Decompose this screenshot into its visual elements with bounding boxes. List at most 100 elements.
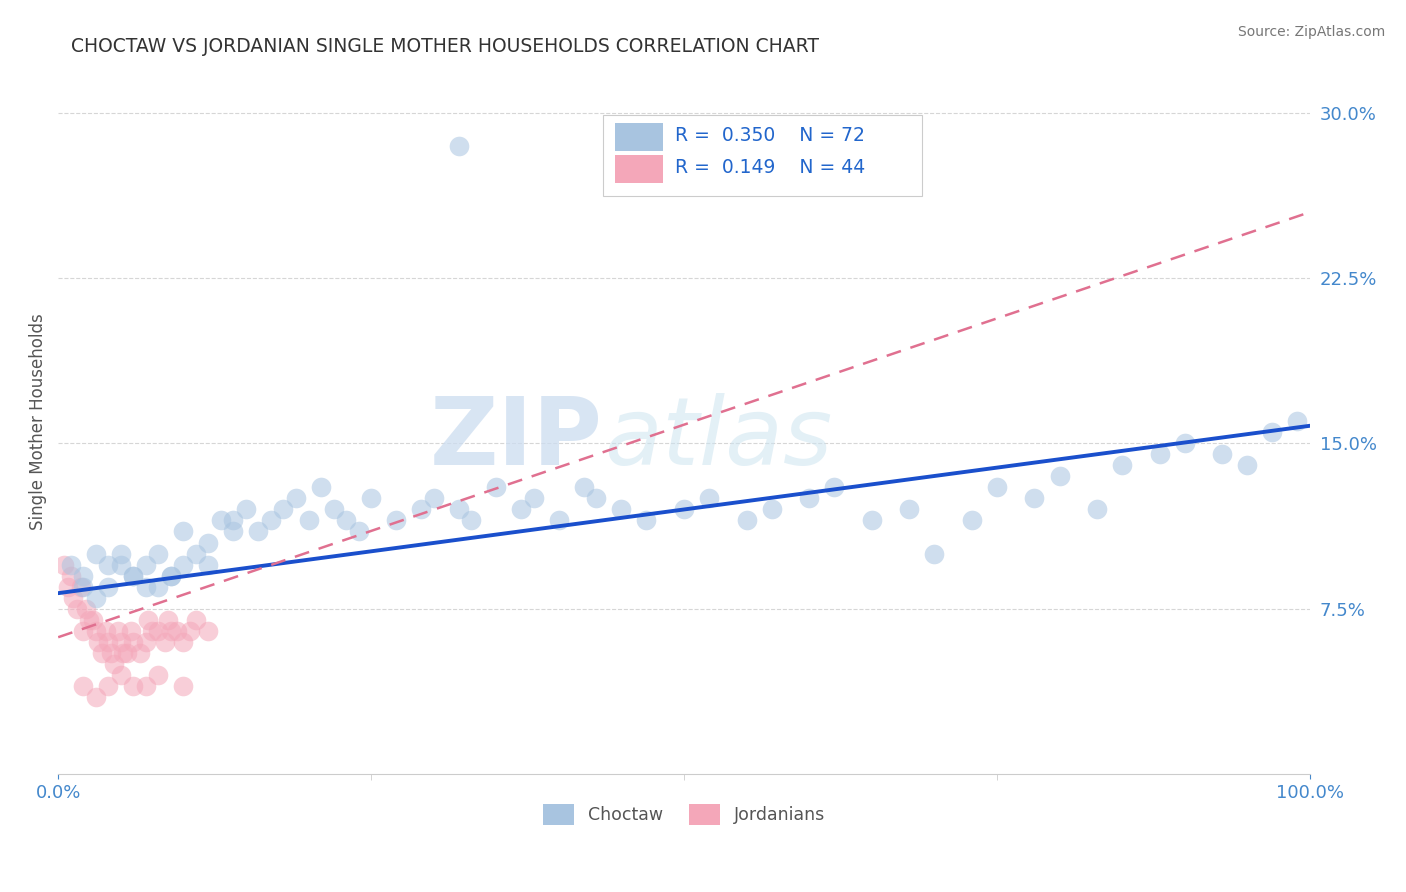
Point <box>1236 458 1258 473</box>
Point <box>172 634 194 648</box>
Point <box>97 634 120 648</box>
Point <box>91 646 114 660</box>
Point <box>636 514 658 528</box>
Point <box>84 547 107 561</box>
Point <box>197 535 219 549</box>
Point <box>585 491 607 506</box>
Point <box>485 480 508 494</box>
Point <box>100 646 122 660</box>
Point <box>159 568 181 582</box>
Point <box>1149 447 1171 461</box>
Point <box>135 679 157 693</box>
Point <box>72 580 94 594</box>
Point <box>960 514 983 528</box>
Point <box>103 657 125 671</box>
Point <box>697 491 720 506</box>
Point <box>924 547 946 561</box>
Point <box>172 524 194 539</box>
Point <box>115 646 138 660</box>
Point <box>197 624 219 638</box>
Point <box>1085 502 1108 516</box>
Point <box>157 613 180 627</box>
Point <box>385 514 408 528</box>
Point <box>347 524 370 539</box>
Text: ZIP: ZIP <box>430 393 603 485</box>
Point <box>672 502 695 516</box>
Point <box>82 613 104 627</box>
Point <box>56 580 79 594</box>
Point <box>610 502 633 516</box>
Point <box>460 514 482 528</box>
Point <box>84 624 107 638</box>
Point <box>222 514 245 528</box>
Point <box>107 624 129 638</box>
Point <box>135 558 157 572</box>
Point <box>197 558 219 572</box>
Point <box>72 624 94 638</box>
Point <box>112 646 135 660</box>
Point <box>510 502 533 516</box>
Point <box>360 491 382 506</box>
Point <box>87 634 110 648</box>
Point <box>898 502 921 516</box>
Point <box>135 634 157 648</box>
Bar <box>616 155 662 183</box>
Point <box>235 502 257 516</box>
Point <box>1111 458 1133 473</box>
Point <box>59 558 82 572</box>
Point <box>135 580 157 594</box>
Point <box>799 491 821 506</box>
Point <box>148 547 170 561</box>
Point <box>75 601 97 615</box>
Bar <box>616 123 662 152</box>
Point <box>1174 436 1197 450</box>
Point <box>986 480 1008 494</box>
Point <box>59 568 82 582</box>
Point <box>322 502 344 516</box>
Point <box>53 558 76 572</box>
Text: Source: ZipAtlas.com: Source: ZipAtlas.com <box>1237 25 1385 39</box>
Point <box>72 568 94 582</box>
Point <box>860 514 883 528</box>
Point <box>122 679 145 693</box>
Text: CHOCTAW VS JORDANIAN SINGLE MOTHER HOUSEHOLDS CORRELATION CHART: CHOCTAW VS JORDANIAN SINGLE MOTHER HOUSE… <box>70 37 818 56</box>
Point <box>179 624 201 638</box>
Point <box>823 480 845 494</box>
Point <box>120 624 142 638</box>
Point <box>222 524 245 539</box>
Point <box>122 568 145 582</box>
Point <box>110 547 132 561</box>
Point <box>184 547 207 561</box>
Point <box>297 514 319 528</box>
Point <box>422 491 444 506</box>
Point <box>285 491 308 506</box>
Point <box>735 514 758 528</box>
Point <box>84 591 107 605</box>
Point <box>1211 447 1233 461</box>
Point <box>97 558 120 572</box>
Point <box>141 624 163 638</box>
Point <box>547 514 569 528</box>
Point <box>273 502 295 516</box>
Point <box>209 514 232 528</box>
Point <box>122 568 145 582</box>
Point <box>148 624 170 638</box>
Point <box>447 139 470 153</box>
Point <box>136 613 159 627</box>
Point <box>172 558 194 572</box>
Point <box>1024 491 1046 506</box>
Point <box>761 502 783 516</box>
Point <box>309 480 332 494</box>
Point <box>184 613 207 627</box>
Point <box>62 591 84 605</box>
Point <box>97 580 120 594</box>
Point <box>110 667 132 681</box>
Point <box>79 613 101 627</box>
Point <box>128 646 150 660</box>
Point <box>72 679 94 693</box>
Point <box>66 601 89 615</box>
Point <box>110 558 132 572</box>
Point <box>84 690 107 704</box>
Point <box>122 634 145 648</box>
Point <box>572 480 595 494</box>
